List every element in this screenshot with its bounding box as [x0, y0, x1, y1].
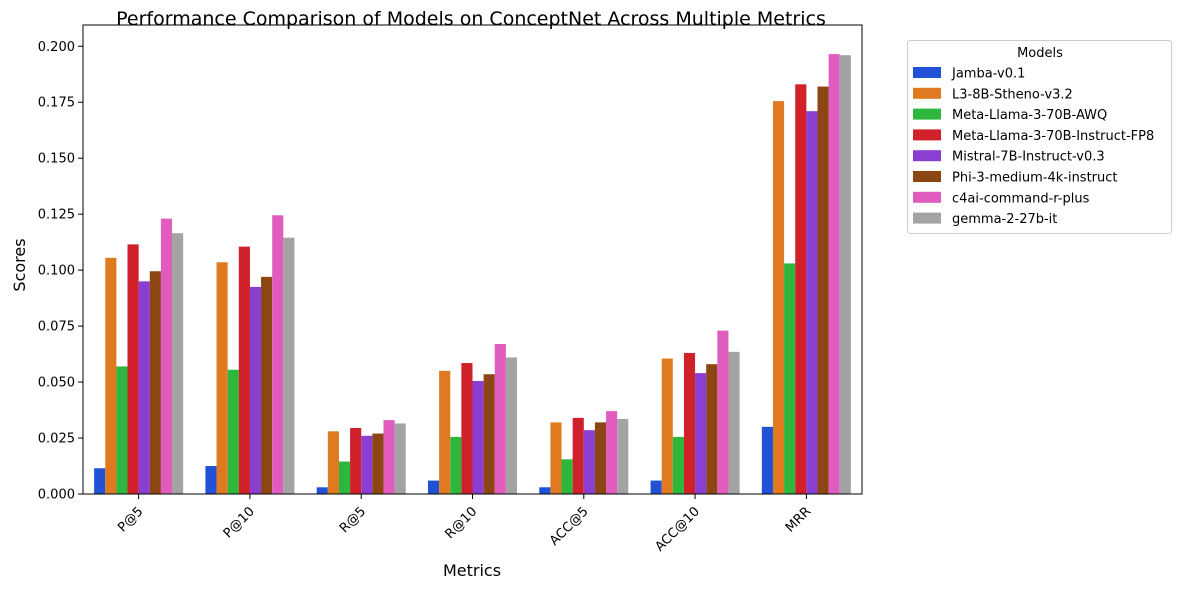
y-tick-label: 0.075 [38, 320, 75, 335]
x-axis-title: Metrics [443, 561, 501, 580]
bar [594, 422, 607, 494]
bar [606, 411, 618, 494]
y-tick-label: 0.200 [38, 40, 75, 55]
y-tick-label: 0.000 [38, 488, 75, 503]
bar [450, 436, 462, 494]
x-tick-label: R@5 [337, 504, 369, 536]
bar [706, 364, 718, 494]
bar [828, 54, 840, 494]
bars-group [94, 54, 851, 495]
bar [572, 417, 584, 494]
bar [216, 262, 228, 494]
y-tick-label: 0.025 [38, 432, 75, 447]
bar [172, 233, 184, 494]
x-tick-label: P@10 [221, 504, 258, 541]
bar [383, 420, 395, 494]
bar [127, 244, 139, 494]
x-tick-label: P@5 [115, 504, 146, 535]
bar [327, 431, 339, 494]
chart-title: Performance Comparison of Models on Conc… [116, 8, 826, 30]
legend-swatch [913, 150, 941, 162]
bar [283, 237, 295, 495]
x-tick-label: MRR [783, 504, 814, 535]
legend-label: Phi-3-medium-4k-instruct [952, 171, 1118, 186]
bar [94, 468, 106, 494]
bar [561, 459, 573, 494]
bar [505, 357, 518, 494]
x-axis: P@5 P@10 R@5 R@10 ACC@5 ACC@10 MRR [115, 494, 814, 555]
legend-swatch [913, 108, 941, 120]
bar [617, 419, 629, 494]
legend-swatch [913, 171, 941, 182]
bar [394, 423, 406, 494]
x-tick-label: ACC@10 [652, 504, 702, 554]
bar [784, 263, 796, 494]
bar [316, 487, 328, 494]
bar [795, 84, 807, 494]
bar [717, 330, 729, 494]
legend-swatch [913, 87, 941, 99]
bar [472, 380, 484, 494]
bar [650, 480, 662, 494]
bar [227, 369, 239, 494]
bar [761, 426, 773, 494]
y-tick-label: 0.100 [38, 264, 75, 279]
legend-frame [907, 40, 1172, 234]
bar [160, 218, 173, 494]
x-tick-label: ACC@5 [547, 504, 592, 549]
bar [350, 427, 362, 494]
bar [149, 271, 161, 494]
legend-swatch [913, 212, 941, 224]
bar [372, 433, 384, 494]
bar [483, 374, 495, 494]
bar [205, 466, 217, 494]
bar [461, 363, 473, 494]
bar [583, 430, 595, 494]
y-tick-label: 0.125 [38, 208, 75, 223]
y-axis: 0.000 0.025 0.050 0.075 0.100 0.125 0.150 0.175… [38, 40, 83, 503]
bar [427, 480, 440, 494]
bar [338, 461, 351, 494]
bar [695, 373, 707, 494]
legend-label: c4ai-command-r-plus [952, 191, 1090, 206]
bar [494, 344, 506, 494]
y-axis-title: Scores [10, 238, 29, 291]
bar [138, 281, 150, 494]
bar [550, 422, 562, 494]
y-tick-label: 0.050 [38, 376, 75, 391]
bar [672, 436, 684, 494]
legend-label: gemma-2-27b-it [952, 212, 1057, 227]
bar [806, 111, 818, 494]
legend-label: Meta-Llama-3-70B-AWQ [952, 108, 1107, 123]
bar [728, 351, 740, 494]
legend-swatch [913, 191, 941, 203]
bar [261, 276, 273, 494]
legend-title: Models [1017, 46, 1063, 61]
legend-items: Jamba-v0.1 L3-8B-Stheno-v3.2 Meta-Llama-3-… [913, 67, 1154, 227]
bar [539, 487, 551, 494]
legend-label: L3-8B-Stheno-v3.2 [952, 87, 1073, 102]
bar [839, 55, 851, 494]
x-tick-label: R@10 [442, 504, 480, 542]
bar [439, 370, 451, 494]
legend-swatch [913, 129, 941, 141]
bar [817, 86, 829, 494]
bar [361, 435, 373, 494]
bar [661, 358, 673, 494]
bar [772, 101, 785, 495]
legend-label: Meta-Llama-3-70B-Instruct-FP8 [952, 129, 1154, 144]
y-tick-label: 0.150 [38, 152, 75, 167]
y-tick-label: 0.175 [38, 96, 75, 111]
legend-label: Mistral-7B-Instruct-v0.3 [952, 150, 1105, 165]
bar [683, 352, 696, 494]
legend: Models Jamba-v0.1 L3-8B-Stheno-v3.2 Meta-L… [907, 40, 1172, 234]
bar [116, 366, 128, 494]
bar [238, 246, 250, 494]
legend-swatch [913, 67, 941, 78]
legend-label: Jamba-v0.1 [951, 67, 1025, 82]
bar [272, 215, 284, 495]
bar [105, 257, 117, 494]
bar [249, 286, 262, 494]
